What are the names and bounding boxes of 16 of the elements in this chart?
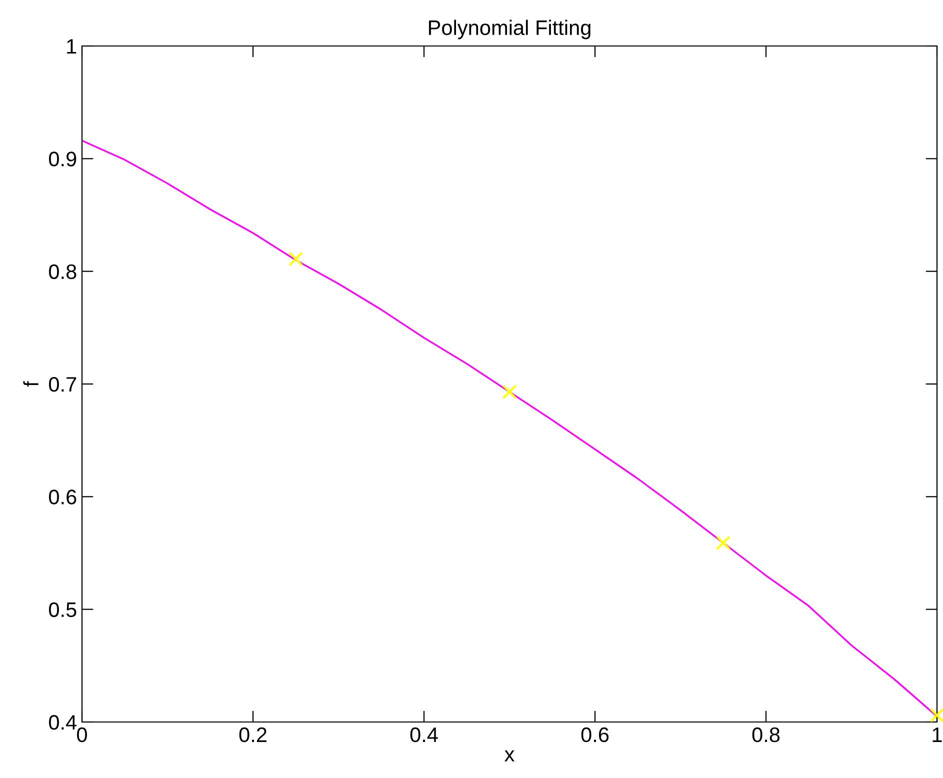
y-tick-label: 0.8 — [48, 264, 76, 280]
y-axis-title: f — [23, 381, 38, 387]
x-tick-label: 1 — [932, 728, 942, 742]
y-tick-label: 0.6 — [48, 490, 76, 504]
y-tick-label: 0.9 — [48, 152, 76, 166]
y-tick-label: 0.4 — [48, 715, 77, 730]
y-tick-label: 1 — [67, 39, 76, 54]
x-tick-label: 0 — [77, 727, 87, 742]
y-tick-label: 0.7 — [48, 377, 76, 392]
x-axis-title: x — [504, 750, 514, 762]
x-tick-label: 0.6 — [581, 727, 609, 742]
x-tick-label: 0.4 — [410, 727, 438, 742]
chart-title: Polynomial Fitting — [429, 20, 590, 40]
x-tick-label: 0.8 — [752, 727, 780, 742]
y-tick-label: 0.5 — [48, 602, 76, 618]
x-tick-label: 0.2 — [239, 727, 266, 742]
